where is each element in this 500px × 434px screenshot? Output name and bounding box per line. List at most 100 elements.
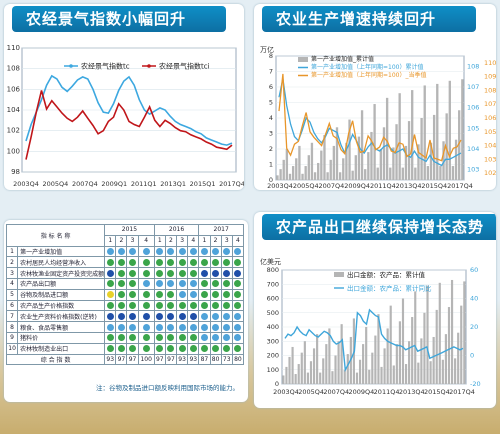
c2-bar	[298, 145, 301, 180]
signal-cell	[209, 331, 222, 344]
table-row: 1 第一产业增加值	[5, 245, 245, 258]
c2-bar	[436, 83, 439, 180]
signal-cell	[115, 342, 128, 355]
c4-bar	[322, 358, 325, 384]
signal-cell	[198, 277, 211, 290]
score-value: 93	[104, 353, 117, 366]
signal-cell	[115, 256, 128, 269]
c2-y-right1-tick: 106	[467, 104, 479, 112]
signal-light-cold	[106, 269, 114, 277]
c4-y-right-tick: 0	[470, 352, 474, 360]
c4-bar	[377, 314, 380, 384]
signal-cell	[231, 310, 245, 323]
signal-cell	[176, 321, 189, 333]
signal-light-cool	[200, 334, 208, 342]
c2-x-tick: 2011Q4	[370, 182, 396, 190]
signal-light-cool	[189, 280, 197, 288]
c2-bar	[376, 167, 379, 180]
c2-bar	[357, 136, 361, 180]
c4-bar	[294, 374, 297, 384]
signal-light-normal	[167, 269, 175, 277]
signal-cell	[198, 267, 211, 279]
chart-agri-growth: 万亿 0 1 2 3 4 5 6 7 8 103 104 105 106 107 108 102 103 104 10…	[260, 45, 496, 190]
signal-light-cool	[223, 323, 231, 331]
signal-light-normal	[234, 258, 242, 266]
signal-light-normal	[106, 345, 114, 353]
table-row: 2 农村居民人均经营净收入	[5, 256, 245, 269]
c2-bar	[404, 145, 408, 180]
header-year: 2017	[198, 224, 244, 236]
signal-light-normal	[117, 301, 125, 309]
signal-light-cool	[234, 312, 242, 320]
c2-y-right2-tick: 102	[484, 169, 496, 177]
signal-cell	[209, 342, 222, 355]
c2-y-right1-tick: 103	[467, 166, 479, 174]
signal-cell	[220, 267, 233, 279]
signal-cell	[115, 267, 128, 279]
signal-light-cool	[156, 323, 164, 331]
c2-bar	[301, 173, 304, 180]
c4-y-left-tick: 700	[267, 280, 279, 288]
signal-light-cool	[178, 247, 186, 255]
signal-light-normal	[117, 334, 125, 342]
signal-light-normal	[223, 301, 231, 309]
signal-cell	[115, 299, 128, 312]
c2-x-tick: 2017Q4	[447, 182, 473, 190]
signal-light-normal	[129, 334, 137, 342]
c2-y-left-tick: 0	[269, 176, 273, 184]
c2-x-tick: 2015Q4	[421, 182, 447, 190]
signal-light-normal	[189, 345, 197, 353]
signal-light-normal	[156, 301, 164, 309]
signal-cell	[104, 321, 117, 333]
signal-table: 指 标 名 称 2015 2016 2017 1 2 3 4 1 2 3 4 1 2 3 4 1 第一产业增加值 2…	[5, 224, 245, 366]
signal-cell	[137, 299, 155, 312]
c2-legend-label: 第一产业增加值（上年同期=100）_当季值	[311, 71, 426, 79]
c4-bar	[312, 348, 316, 384]
signal-cell	[153, 288, 166, 301]
signal-light-cold	[117, 312, 125, 320]
signal-light-normal	[223, 280, 231, 288]
c2-bar	[367, 152, 370, 180]
c4-bar	[306, 372, 309, 384]
signal-light-normal	[129, 269, 137, 277]
signal-light-normal	[167, 291, 175, 299]
signal-light-normal	[178, 258, 186, 266]
signal-cell	[137, 310, 155, 323]
c1-legend-marker	[69, 64, 73, 68]
signal-light-warm	[106, 291, 114, 299]
header-year: 2015	[104, 224, 155, 236]
c2-left-unit: 万亿	[260, 45, 274, 54]
c1-x-tick: 2013Q1	[160, 180, 186, 188]
signal-cell	[153, 267, 166, 279]
row-number: 6	[5, 299, 19, 312]
c4-bar	[447, 307, 451, 384]
signal-cell	[137, 245, 155, 258]
signal-cell	[137, 256, 155, 269]
signal-cell	[187, 267, 200, 279]
header-quarter: 3	[220, 234, 233, 247]
c4-bar	[297, 364, 300, 384]
signal-cell	[198, 342, 211, 355]
c4-bar	[328, 328, 331, 384]
c2-bar	[335, 127, 339, 180]
c2-bar	[401, 167, 404, 180]
signal-cell	[164, 277, 178, 290]
signal-light-normal	[106, 334, 114, 342]
c4-x-tick: 2011Q4	[374, 388, 400, 396]
signal-cell	[153, 331, 166, 344]
table-row: 6 农产品生产价格指数	[5, 299, 245, 312]
c2-y-left-tick: 6	[269, 83, 273, 91]
c2-y-left-tick: 8	[269, 52, 273, 60]
signal-light-normal	[142, 291, 150, 299]
signal-cell	[231, 267, 245, 279]
signal-light-normal	[129, 301, 137, 309]
c4-x-tick: 2005Q4	[298, 388, 324, 396]
signal-cell	[231, 277, 245, 290]
c2-legend-label: 第一产业增加值_累计值	[311, 55, 374, 63]
c2-y-right2-tick: 107	[484, 100, 496, 108]
row-indicator-name: 谷物及制品进口额	[17, 288, 106, 301]
c1-series-line	[25, 90, 233, 160]
signal-cell	[209, 256, 222, 269]
signal-light-cold	[106, 312, 114, 320]
